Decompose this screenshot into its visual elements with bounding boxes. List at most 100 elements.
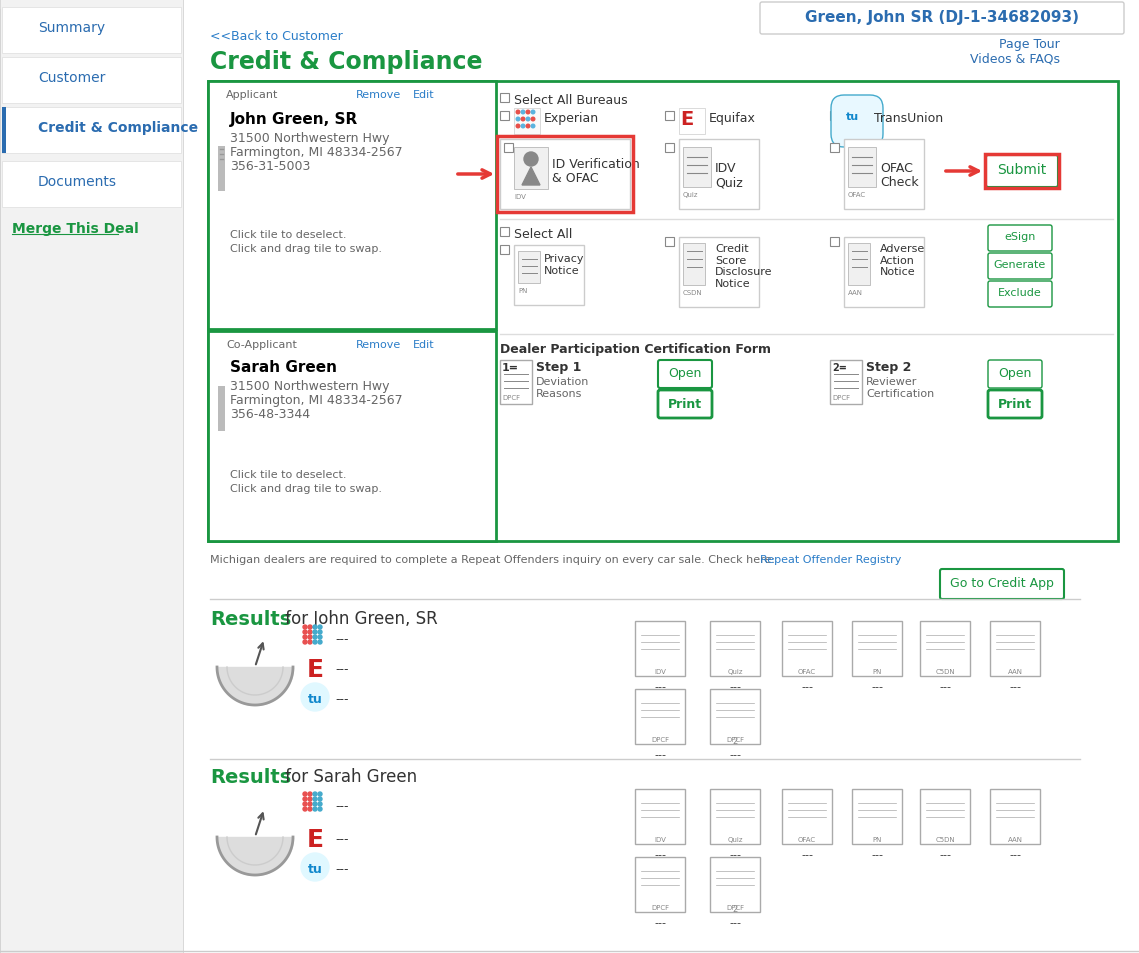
- Text: Applicant: Applicant: [226, 90, 278, 100]
- Bar: [500, 112, 509, 121]
- Bar: [985, 154, 1059, 189]
- Circle shape: [318, 792, 322, 796]
- Circle shape: [526, 112, 530, 114]
- Bar: [830, 237, 839, 247]
- Text: E: E: [680, 110, 694, 129]
- Circle shape: [318, 802, 322, 806]
- Text: ---: ---: [1009, 681, 1021, 691]
- Text: AAN: AAN: [849, 290, 863, 295]
- Text: Reviewer
Certification: Reviewer Certification: [866, 376, 934, 398]
- Text: Quiz: Quiz: [715, 175, 743, 189]
- Text: ---: ---: [871, 681, 883, 691]
- Text: IDV: IDV: [654, 668, 666, 675]
- Text: tu: tu: [308, 862, 322, 875]
- Bar: [500, 360, 532, 405]
- FancyBboxPatch shape: [988, 282, 1052, 308]
- Bar: [830, 360, 862, 405]
- Text: Results: Results: [210, 609, 292, 628]
- FancyBboxPatch shape: [940, 569, 1064, 599]
- Circle shape: [308, 625, 312, 629]
- Text: PN: PN: [872, 836, 882, 842]
- Circle shape: [308, 792, 312, 796]
- Text: PN: PN: [518, 288, 527, 294]
- Circle shape: [318, 797, 322, 801]
- Text: tu: tu: [846, 112, 859, 122]
- Text: Co-Applicant: Co-Applicant: [226, 339, 297, 350]
- Text: Page Tour: Page Tour: [999, 38, 1060, 51]
- Circle shape: [526, 118, 530, 122]
- Bar: [852, 621, 902, 677]
- Circle shape: [303, 802, 308, 806]
- Text: CSDN: CSDN: [683, 290, 703, 295]
- Circle shape: [516, 125, 519, 129]
- Bar: [500, 246, 509, 254]
- Bar: [679, 109, 705, 135]
- Text: ---: ---: [1009, 849, 1021, 859]
- Circle shape: [301, 853, 329, 882]
- FancyBboxPatch shape: [988, 360, 1042, 389]
- Circle shape: [308, 797, 312, 801]
- Bar: [710, 857, 760, 912]
- Circle shape: [313, 802, 317, 806]
- Text: Open: Open: [669, 367, 702, 379]
- Bar: [849, 244, 870, 286]
- Circle shape: [308, 640, 312, 644]
- Circle shape: [516, 118, 519, 122]
- Bar: [514, 148, 548, 190]
- Bar: [500, 94, 509, 103]
- Text: ---: ---: [801, 849, 813, 859]
- Text: 31500 Northwestern Hwy: 31500 Northwestern Hwy: [230, 379, 390, 393]
- FancyBboxPatch shape: [831, 96, 883, 148]
- Bar: [710, 621, 760, 677]
- Circle shape: [308, 630, 312, 635]
- Text: ---: ---: [801, 681, 813, 691]
- Text: ---: ---: [654, 749, 666, 760]
- Circle shape: [303, 625, 308, 629]
- Text: Click and drag tile to swap.: Click and drag tile to swap.: [230, 244, 382, 253]
- Text: DPCF: DPCF: [726, 904, 744, 910]
- Circle shape: [313, 636, 317, 639]
- Bar: [500, 140, 630, 210]
- Text: C5DN: C5DN: [935, 836, 954, 842]
- Circle shape: [313, 807, 317, 811]
- Text: & OFAC: & OFAC: [552, 172, 599, 185]
- Text: 2=: 2=: [831, 363, 847, 373]
- Text: for Sarah Green: for Sarah Green: [280, 767, 417, 785]
- FancyBboxPatch shape: [988, 391, 1042, 418]
- Bar: [0, 0, 183, 953]
- Bar: [782, 621, 831, 677]
- Text: for John Green, SR: for John Green, SR: [280, 609, 437, 627]
- Text: Remove: Remove: [357, 90, 401, 100]
- Circle shape: [303, 807, 308, 811]
- Text: ---: ---: [654, 917, 666, 927]
- Bar: [683, 148, 711, 188]
- Circle shape: [318, 636, 322, 639]
- FancyBboxPatch shape: [658, 360, 712, 389]
- Circle shape: [522, 125, 525, 129]
- Text: ---: ---: [335, 832, 349, 845]
- Bar: [920, 621, 970, 677]
- Text: IDV: IDV: [654, 836, 666, 842]
- Bar: [636, 621, 685, 677]
- Bar: [852, 789, 902, 844]
- Bar: [500, 228, 509, 236]
- Text: Generate: Generate: [994, 260, 1046, 270]
- Text: Click tile to deselect.: Click tile to deselect.: [230, 470, 346, 479]
- FancyBboxPatch shape: [986, 156, 1058, 188]
- Bar: [665, 112, 674, 121]
- Text: ---: ---: [729, 849, 741, 859]
- Text: Select All Bureaus: Select All Bureaus: [514, 94, 628, 107]
- Text: Farmington, MI 48334-2567: Farmington, MI 48334-2567: [230, 394, 402, 407]
- Text: Documents: Documents: [38, 174, 117, 189]
- Bar: [782, 789, 831, 844]
- Bar: [710, 789, 760, 844]
- Text: Videos & FAQs: Videos & FAQs: [970, 52, 1060, 65]
- Text: Open: Open: [998, 367, 1032, 379]
- Text: Check: Check: [880, 175, 919, 189]
- Bar: [514, 246, 584, 306]
- Text: DPCF: DPCF: [502, 395, 521, 400]
- Text: ---: ---: [729, 917, 741, 927]
- Text: TransUnion: TransUnion: [874, 112, 943, 125]
- Bar: [990, 789, 1040, 844]
- Text: Print: Print: [998, 397, 1032, 411]
